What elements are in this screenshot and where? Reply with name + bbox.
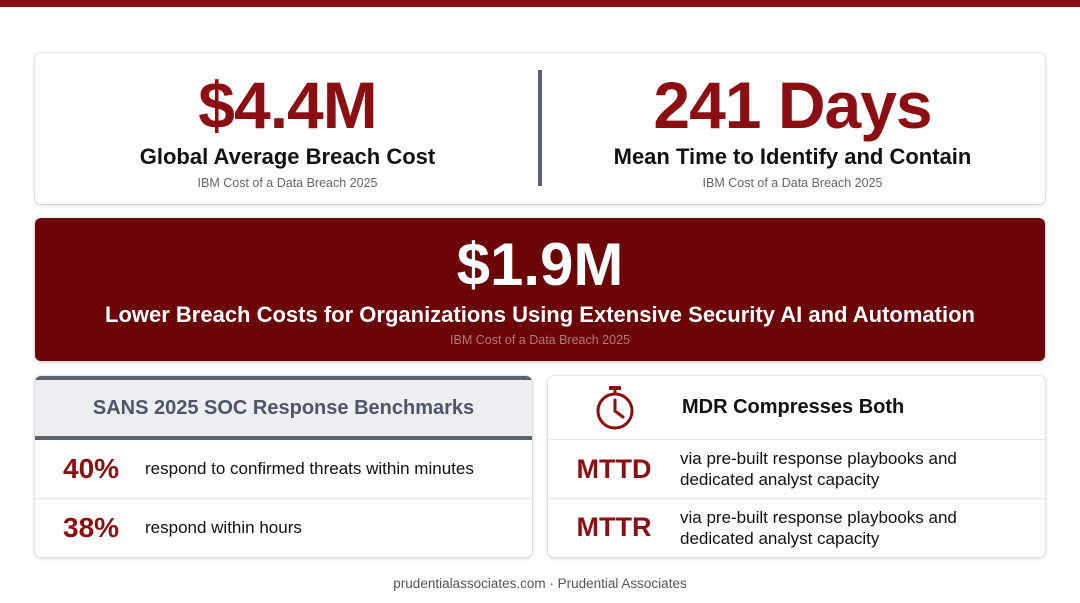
top-accent-bar — [0, 0, 1080, 7]
mdr-title: MDR Compresses Both — [682, 396, 905, 418]
sans-header: SANS 2025 SOC Response Benchmarks — [35, 376, 532, 440]
footer: prudentialassociates.com · Prudential As… — [393, 576, 687, 591]
banner-value: $1.9M — [456, 231, 624, 298]
stopwatch-icon — [596, 385, 634, 429]
stat-value: $4.4M — [198, 68, 377, 142]
stat-label: Global Average Breach Cost — [139, 144, 436, 169]
banner-label: Lower Breach Costs for Organizations Usi… — [105, 302, 975, 327]
mdr-row: MTTD via pre-built response playbooks an… — [548, 440, 1045, 498]
stats-divider — [538, 70, 542, 186]
mdr-row: MTTR via pre-built response playbooks an… — [548, 498, 1045, 556]
stat-time-to-contain: 241 Days Mean Time to Identify and Conta… — [540, 53, 1045, 204]
mdr-text: via pre-built response playbooks and ded… — [680, 449, 957, 489]
metric-text: respond to confirmed threats within minu… — [145, 459, 474, 478]
breach-stats-card: $4.4M Global Average Breach Cost IBM Cos… — [35, 53, 1045, 204]
stat-value: 241 Days — [653, 68, 932, 142]
sans-benchmarks-card: SANS 2025 SOC Response Benchmarks 40% re… — [35, 376, 532, 557]
banner-source: IBM Cost of a Data Breach 2025 — [450, 333, 630, 347]
mdr-abbreviation: MTTR — [576, 512, 652, 542]
stat-label: Mean Time to Identify and Contain — [613, 144, 972, 169]
metric-row: 38% respond within hours — [35, 498, 532, 556]
mdr-text: via pre-built response playbooks and ded… — [680, 507, 957, 548]
mdr-card: MDR Compresses Both MTTD via pre-built r… — [548, 376, 1045, 557]
sans-title: SANS 2025 SOC Response Benchmarks — [92, 396, 475, 419]
stat-breach-cost: $4.4M Global Average Breach Cost IBM Cos… — [35, 53, 540, 204]
metric-row: 40% respond to confirmed threats within … — [35, 440, 532, 498]
mdr-header: MDR Compresses Both — [548, 376, 1045, 440]
metric-percent: 38% — [63, 511, 120, 543]
stat-source: IBM Cost of a Data Breach 2025 — [197, 176, 378, 190]
metric-text: respond within hours — [145, 517, 302, 537]
stat-source: IBM Cost of a Data Breach 2025 — [702, 176, 883, 190]
metric-percent: 40% — [63, 453, 120, 484]
mdr-abbreviation: MTTD — [576, 453, 652, 484]
ai-savings-banner: $1.9M Lower Breach Costs for Organizatio… — [35, 218, 1045, 361]
